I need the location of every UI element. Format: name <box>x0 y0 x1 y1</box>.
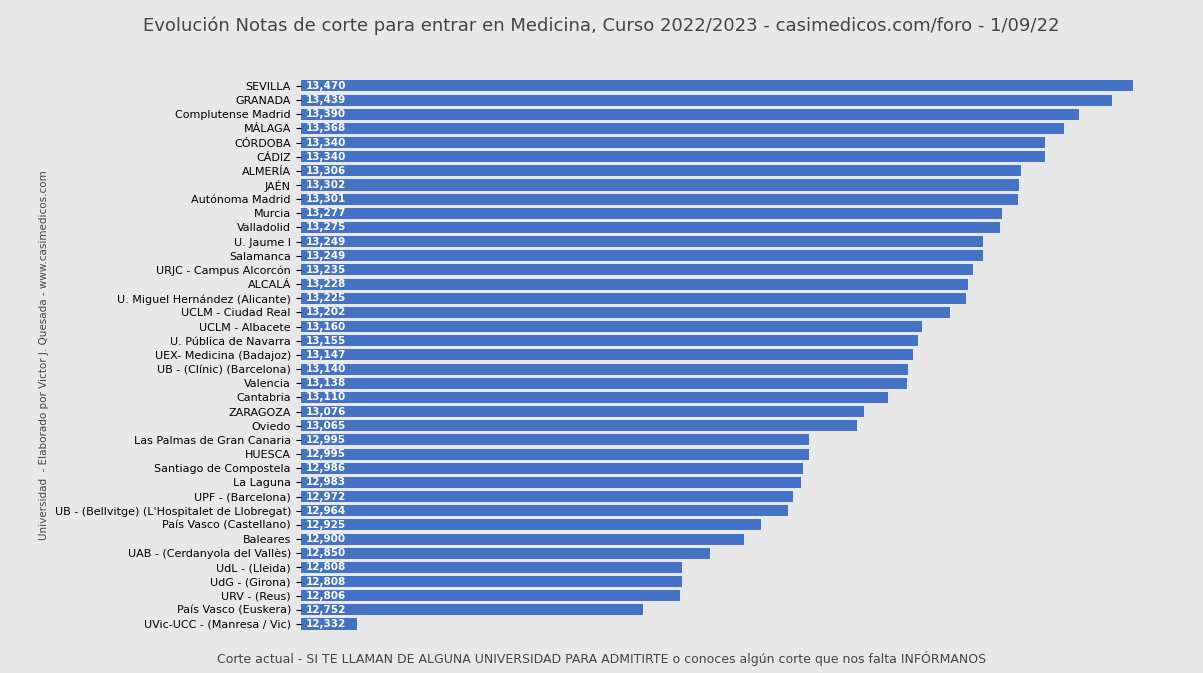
Text: 12,995: 12,995 <box>307 449 346 459</box>
Text: 13,235: 13,235 <box>307 265 346 275</box>
Bar <box>0 349 913 361</box>
Text: 13,202: 13,202 <box>307 308 346 318</box>
Text: 12,986: 12,986 <box>307 463 346 473</box>
Text: 13,228: 13,228 <box>307 279 346 289</box>
Bar <box>0 392 888 403</box>
Text: 13,302: 13,302 <box>307 180 346 190</box>
Bar <box>0 279 968 289</box>
Bar <box>0 208 1002 219</box>
Text: 13,470: 13,470 <box>307 81 346 91</box>
Text: Evolución Notas de corte para entrar en Medicina, Curso 2022/2023 - casimedicos.: Evolución Notas de corte para entrar en … <box>143 17 1060 35</box>
Text: 12,983: 12,983 <box>307 477 346 487</box>
Text: 13,340: 13,340 <box>307 137 346 147</box>
Bar <box>0 420 857 431</box>
Bar <box>0 534 745 544</box>
Bar <box>0 618 356 629</box>
Bar <box>0 378 907 389</box>
Text: 12,806: 12,806 <box>307 591 346 601</box>
Text: 13,301: 13,301 <box>307 194 346 204</box>
Bar <box>0 194 1018 205</box>
Text: 12,964: 12,964 <box>307 505 346 516</box>
Bar <box>0 448 810 460</box>
Text: 13,076: 13,076 <box>307 406 346 417</box>
Text: Corte actual - SI TE LLAMAN DE ALGUNA UNIVERSIDAD PARA ADMITIRTE o conoces algún: Corte actual - SI TE LLAMAN DE ALGUNA UN… <box>217 651 986 666</box>
Bar <box>0 562 682 573</box>
Bar <box>0 307 950 318</box>
Bar <box>0 576 682 587</box>
Bar <box>0 463 804 474</box>
Bar <box>0 137 1044 148</box>
Text: 12,808: 12,808 <box>307 577 346 586</box>
Bar <box>0 151 1044 162</box>
Text: 12,752: 12,752 <box>307 605 346 615</box>
Text: 12,332: 12,332 <box>307 619 346 629</box>
Bar <box>0 80 1133 92</box>
Text: 13,277: 13,277 <box>307 209 346 218</box>
Bar <box>0 293 966 304</box>
Text: 13,368: 13,368 <box>307 123 346 133</box>
Bar <box>0 166 1021 176</box>
Bar <box>0 180 1019 190</box>
Text: 13,155: 13,155 <box>307 336 346 346</box>
Text: 12,925: 12,925 <box>307 520 346 530</box>
Text: 13,160: 13,160 <box>307 322 346 332</box>
Text: 13,140: 13,140 <box>307 364 346 374</box>
Text: 13,390: 13,390 <box>307 109 346 119</box>
Bar <box>0 604 644 615</box>
Text: 13,110: 13,110 <box>307 392 346 402</box>
Bar <box>0 491 794 502</box>
Bar <box>0 477 801 488</box>
Text: 13,138: 13,138 <box>307 378 346 388</box>
Bar <box>0 264 973 275</box>
Text: 12,900: 12,900 <box>307 534 346 544</box>
Text: 13,249: 13,249 <box>307 237 346 246</box>
Bar <box>0 123 1063 134</box>
Bar <box>0 222 1001 233</box>
Text: 13,340: 13,340 <box>307 151 346 162</box>
Bar <box>0 236 983 247</box>
Text: 13,306: 13,306 <box>307 166 346 176</box>
Text: 13,147: 13,147 <box>307 350 346 360</box>
Bar <box>0 505 788 516</box>
Bar <box>0 363 908 375</box>
Text: 13,249: 13,249 <box>307 251 346 261</box>
Text: 12,972: 12,972 <box>307 491 346 501</box>
Y-axis label: Universidad  - Elaborado por Victor J. Quesada - www.casimedicos.com: Universidad - Elaborado por Victor J. Qu… <box>38 170 49 540</box>
Text: 13,225: 13,225 <box>307 293 346 304</box>
Bar <box>0 250 983 261</box>
Bar <box>0 335 918 347</box>
Text: 12,850: 12,850 <box>307 548 346 558</box>
Bar <box>0 434 810 446</box>
Bar <box>0 590 680 601</box>
Bar <box>0 94 1113 106</box>
Bar <box>0 406 865 417</box>
Text: 13,439: 13,439 <box>307 95 346 105</box>
Text: 12,808: 12,808 <box>307 563 346 572</box>
Text: 13,065: 13,065 <box>307 421 346 431</box>
Text: 13,275: 13,275 <box>307 223 346 232</box>
Bar <box>0 520 761 530</box>
Text: 12,995: 12,995 <box>307 435 346 445</box>
Bar <box>0 108 1079 120</box>
Bar <box>0 548 710 559</box>
Bar <box>0 321 921 332</box>
